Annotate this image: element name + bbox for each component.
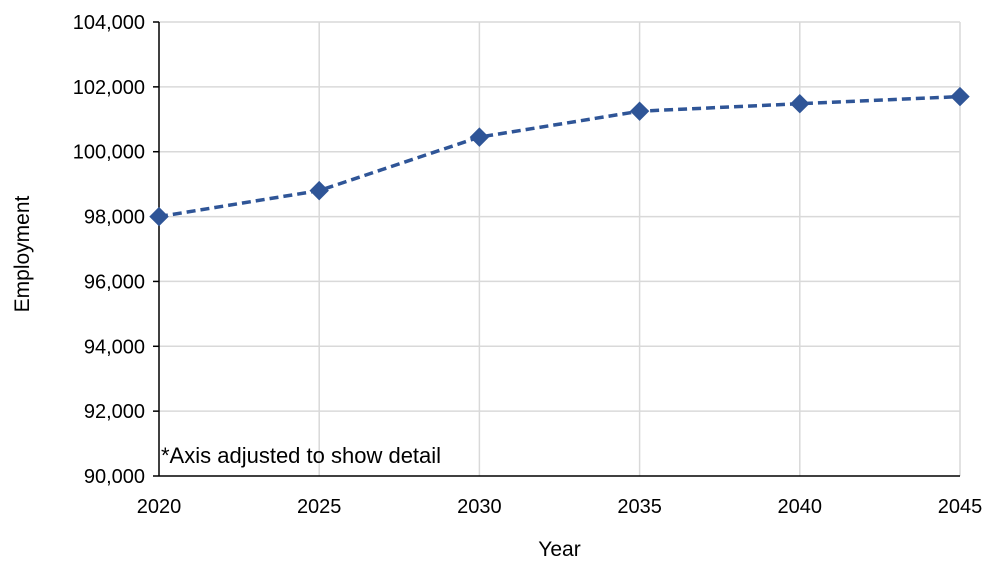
data-point-marker — [950, 86, 970, 107]
data-point-marker — [790, 94, 810, 114]
y-tick-label: 90,000 — [84, 466, 145, 488]
data-point-marker — [309, 180, 329, 201]
x-tick-label: 2035 — [617, 496, 662, 518]
data-point-marker — [469, 127, 490, 147]
series-group — [149, 86, 970, 227]
y-tick-label: 98,000 — [84, 207, 145, 229]
tick-labels: 90,000 92,000 94,000 96,000 98,000 100,000 102… — [73, 12, 983, 518]
x-tick-label: 2045 — [938, 496, 983, 518]
axis-adjusted-note: *Axis adjusted to show detail — [161, 443, 441, 468]
y-tick-label: 102,000 — [73, 77, 145, 99]
y-tick-label: 96,000 — [84, 271, 145, 293]
x-tick-label: 2030 — [457, 496, 502, 518]
axes — [153, 21, 960, 477]
y-axis-title: Employment — [11, 195, 34, 312]
x-axis-title: Year — [538, 538, 580, 561]
gridlines — [159, 21, 961, 476]
series-line — [158, 94, 961, 219]
x-tick-label: 2025 — [297, 496, 342, 518]
y-tick-label: 92,000 — [84, 401, 145, 423]
y-tick-label: 100,000 — [73, 142, 145, 164]
x-tick-label: 2020 — [137, 496, 182, 518]
y-tick-label: 94,000 — [84, 336, 145, 358]
data-point-marker — [629, 101, 650, 121]
data-point-marker — [149, 206, 169, 227]
y-tick-label: 104,000 — [73, 12, 145, 34]
x-tick-label: 2040 — [778, 496, 823, 518]
